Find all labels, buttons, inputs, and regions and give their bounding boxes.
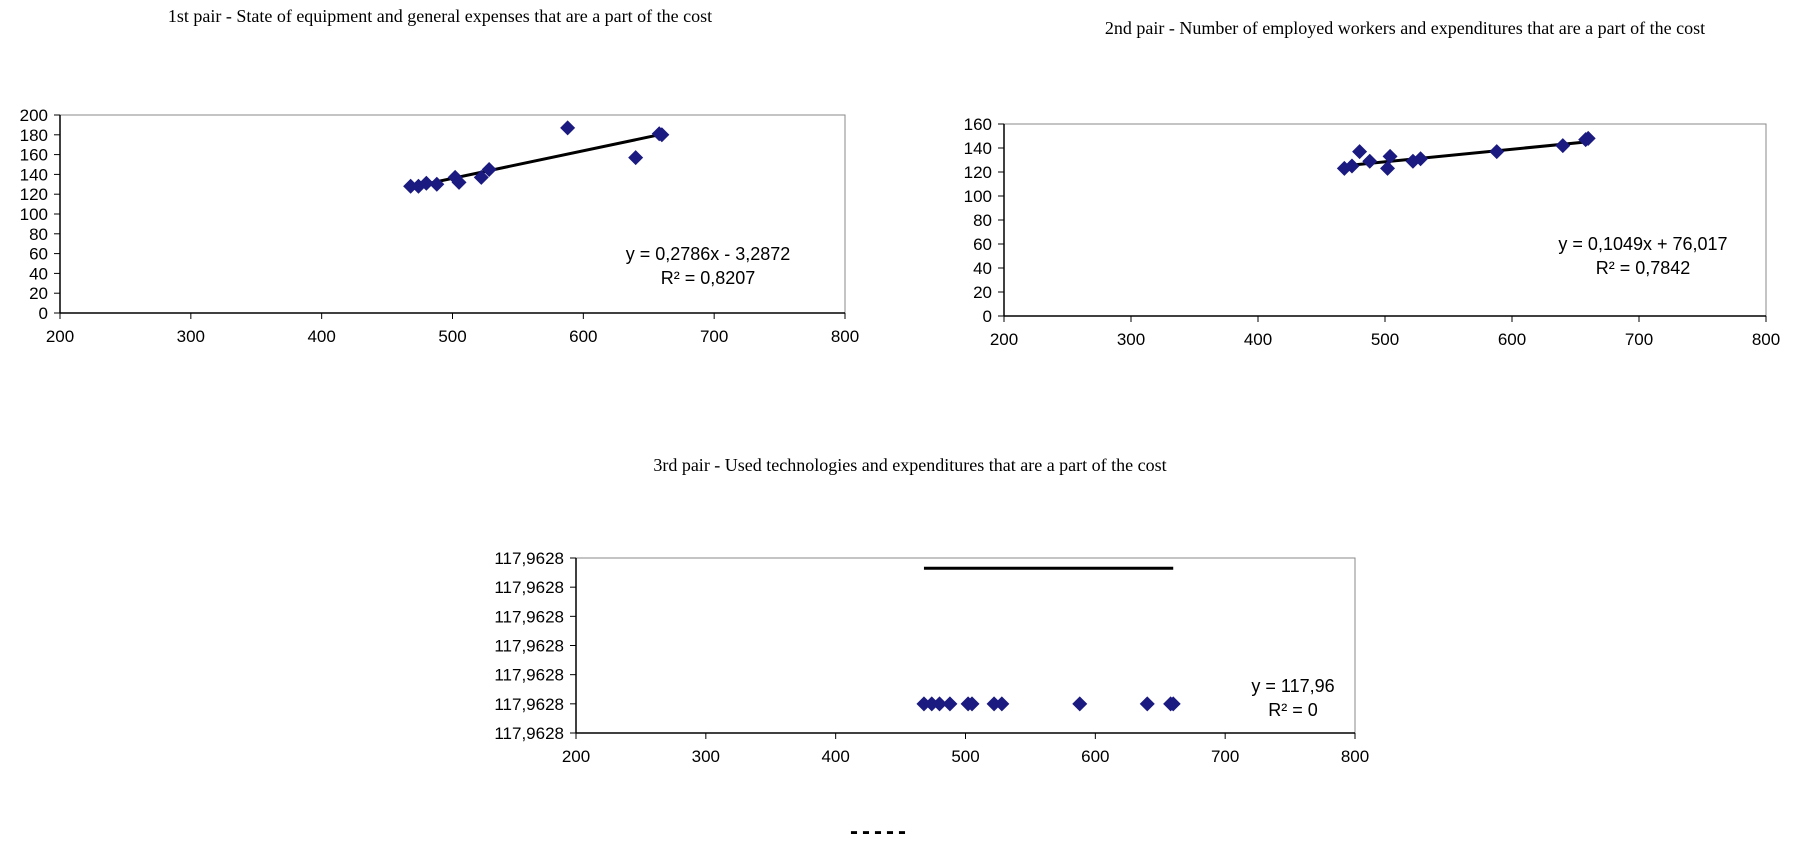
data-point-diamond (924, 696, 940, 712)
data-point-diamond (418, 175, 434, 191)
data-point-diamond (403, 178, 419, 194)
data-point-diamond (473, 169, 489, 185)
x-tick-label: 700 (1211, 747, 1239, 766)
y-tick-label: 117,9628 (494, 549, 564, 568)
y-tick-label: 140 (964, 139, 992, 158)
data-point-diamond (1413, 151, 1429, 167)
y-tick-label: 117,9628 (494, 637, 564, 656)
scatter-chart-3: 200 300 400 500 600 700 800 117,9628 117,9628 117… (494, 549, 1369, 766)
x-tick-label: 400 (821, 747, 849, 766)
data-point-diamond (932, 696, 948, 712)
x-tick-label: 200 (562, 747, 590, 766)
y-tick-label: 160 (964, 115, 992, 134)
scatter-chart-2: 200 300 400 500 600 700 800 0 20 40 60 80 100 120 140 1… (964, 115, 1781, 349)
x-tick-label: 200 (46, 327, 74, 346)
y-tick-label: 117,9628 (494, 607, 564, 626)
data-point-diamond (942, 696, 958, 712)
x-tick-label: 800 (1752, 330, 1780, 349)
y-tick-label: 40 (29, 264, 48, 283)
data-point-diamond (429, 176, 445, 192)
x-tick-label: 300 (1117, 330, 1145, 349)
x-tick-label: 800 (831, 327, 859, 346)
data-point-diamond (1165, 696, 1181, 712)
trendline-equation: y = 0,2786x - 3,2872 (626, 244, 791, 264)
data-point-diamond (1580, 130, 1596, 146)
data-point-diamond (1072, 696, 1088, 712)
y-tick-label: 40 (973, 259, 992, 278)
x-tick-label: 800 (1341, 747, 1369, 766)
r-squared-label: R² = 0,8207 (661, 268, 756, 288)
trendline (1344, 140, 1589, 168)
x-tick-label: 600 (1498, 330, 1526, 349)
trendline-equation: y = 0,1049x + 76,017 (1558, 234, 1727, 254)
scatter-chart-1: 200 300 400 500 600 700 8000204060801001201401… (20, 106, 860, 346)
data-point-diamond (986, 696, 1002, 712)
data-point-diamond (1382, 148, 1398, 164)
r-squared-label: R² = 0 (1268, 700, 1318, 720)
y-tick-label: 120 (20, 185, 48, 204)
y-tick-label: 117,9628 (494, 724, 564, 743)
x-tick-label: 400 (1244, 330, 1272, 349)
y-tick-label: 80 (973, 211, 992, 230)
data-point-diamond (654, 127, 670, 143)
x-tick-label: 400 (307, 327, 335, 346)
y-tick-label: 120 (964, 163, 992, 182)
y-tick-label: 180 (20, 126, 48, 145)
data-point-diamond (916, 696, 932, 712)
chart-title: 1st pair - State of equipment and genera… (167, 6, 713, 26)
y-tick-label: 20 (29, 284, 48, 303)
y-tick-label: 117,9628 (494, 695, 564, 714)
y-tick-label: 100 (20, 205, 48, 224)
x-tick-label: 500 (951, 747, 979, 766)
data-point-diamond (1380, 160, 1396, 176)
x-tick-label: 700 (700, 327, 728, 346)
data-point-diamond (451, 174, 467, 190)
x-tick-label: 700 (1625, 330, 1653, 349)
data-point-diamond (1139, 696, 1155, 712)
y-tick-label: 20 (973, 283, 992, 302)
data-point-diamond (1344, 158, 1360, 174)
chart-title: 3rd pair - Used technologies and expendi… (653, 455, 1167, 475)
x-tick-label: 300 (177, 327, 205, 346)
data-point-diamond (1352, 144, 1368, 160)
y-tick-label: 140 (20, 165, 48, 184)
data-point-diamond (964, 696, 980, 712)
trendline-equation: y = 117,96 (1251, 676, 1334, 696)
y-tick-label: 100 (964, 187, 992, 206)
y-tick-label: 117,9628 (494, 578, 564, 597)
data-point-diamond (481, 161, 497, 177)
y-tick-label: 60 (29, 245, 48, 264)
data-point-diamond (994, 696, 1010, 712)
y-tick-label: 0 (39, 304, 48, 323)
chart-title: 2nd pair - Number of employed workers an… (1104, 18, 1706, 38)
separator-dashes: ----- (850, 818, 910, 845)
x-tick-label: 600 (569, 327, 597, 346)
y-tick-label: 80 (29, 225, 48, 244)
data-point-diamond (560, 120, 576, 136)
x-tick-label: 500 (438, 327, 466, 346)
y-tick-label: 60 (973, 235, 992, 254)
x-tick-label: 600 (1081, 747, 1109, 766)
x-tick-label: 300 (692, 747, 720, 766)
data-point-diamond (1362, 153, 1378, 169)
y-tick-label: 117,9628 (494, 666, 564, 685)
data-point-diamond (1555, 138, 1571, 154)
data-point-diamond (628, 150, 644, 166)
x-tick-label: 500 (1371, 330, 1399, 349)
y-tick-label: 160 (20, 146, 48, 165)
r-squared-label: R² = 0,7842 (1596, 258, 1691, 278)
y-tick-label: 0 (983, 307, 992, 326)
data-point-diamond (1489, 144, 1505, 160)
x-tick-label: 200 (990, 330, 1018, 349)
y-tick-label: 200 (20, 106, 48, 125)
